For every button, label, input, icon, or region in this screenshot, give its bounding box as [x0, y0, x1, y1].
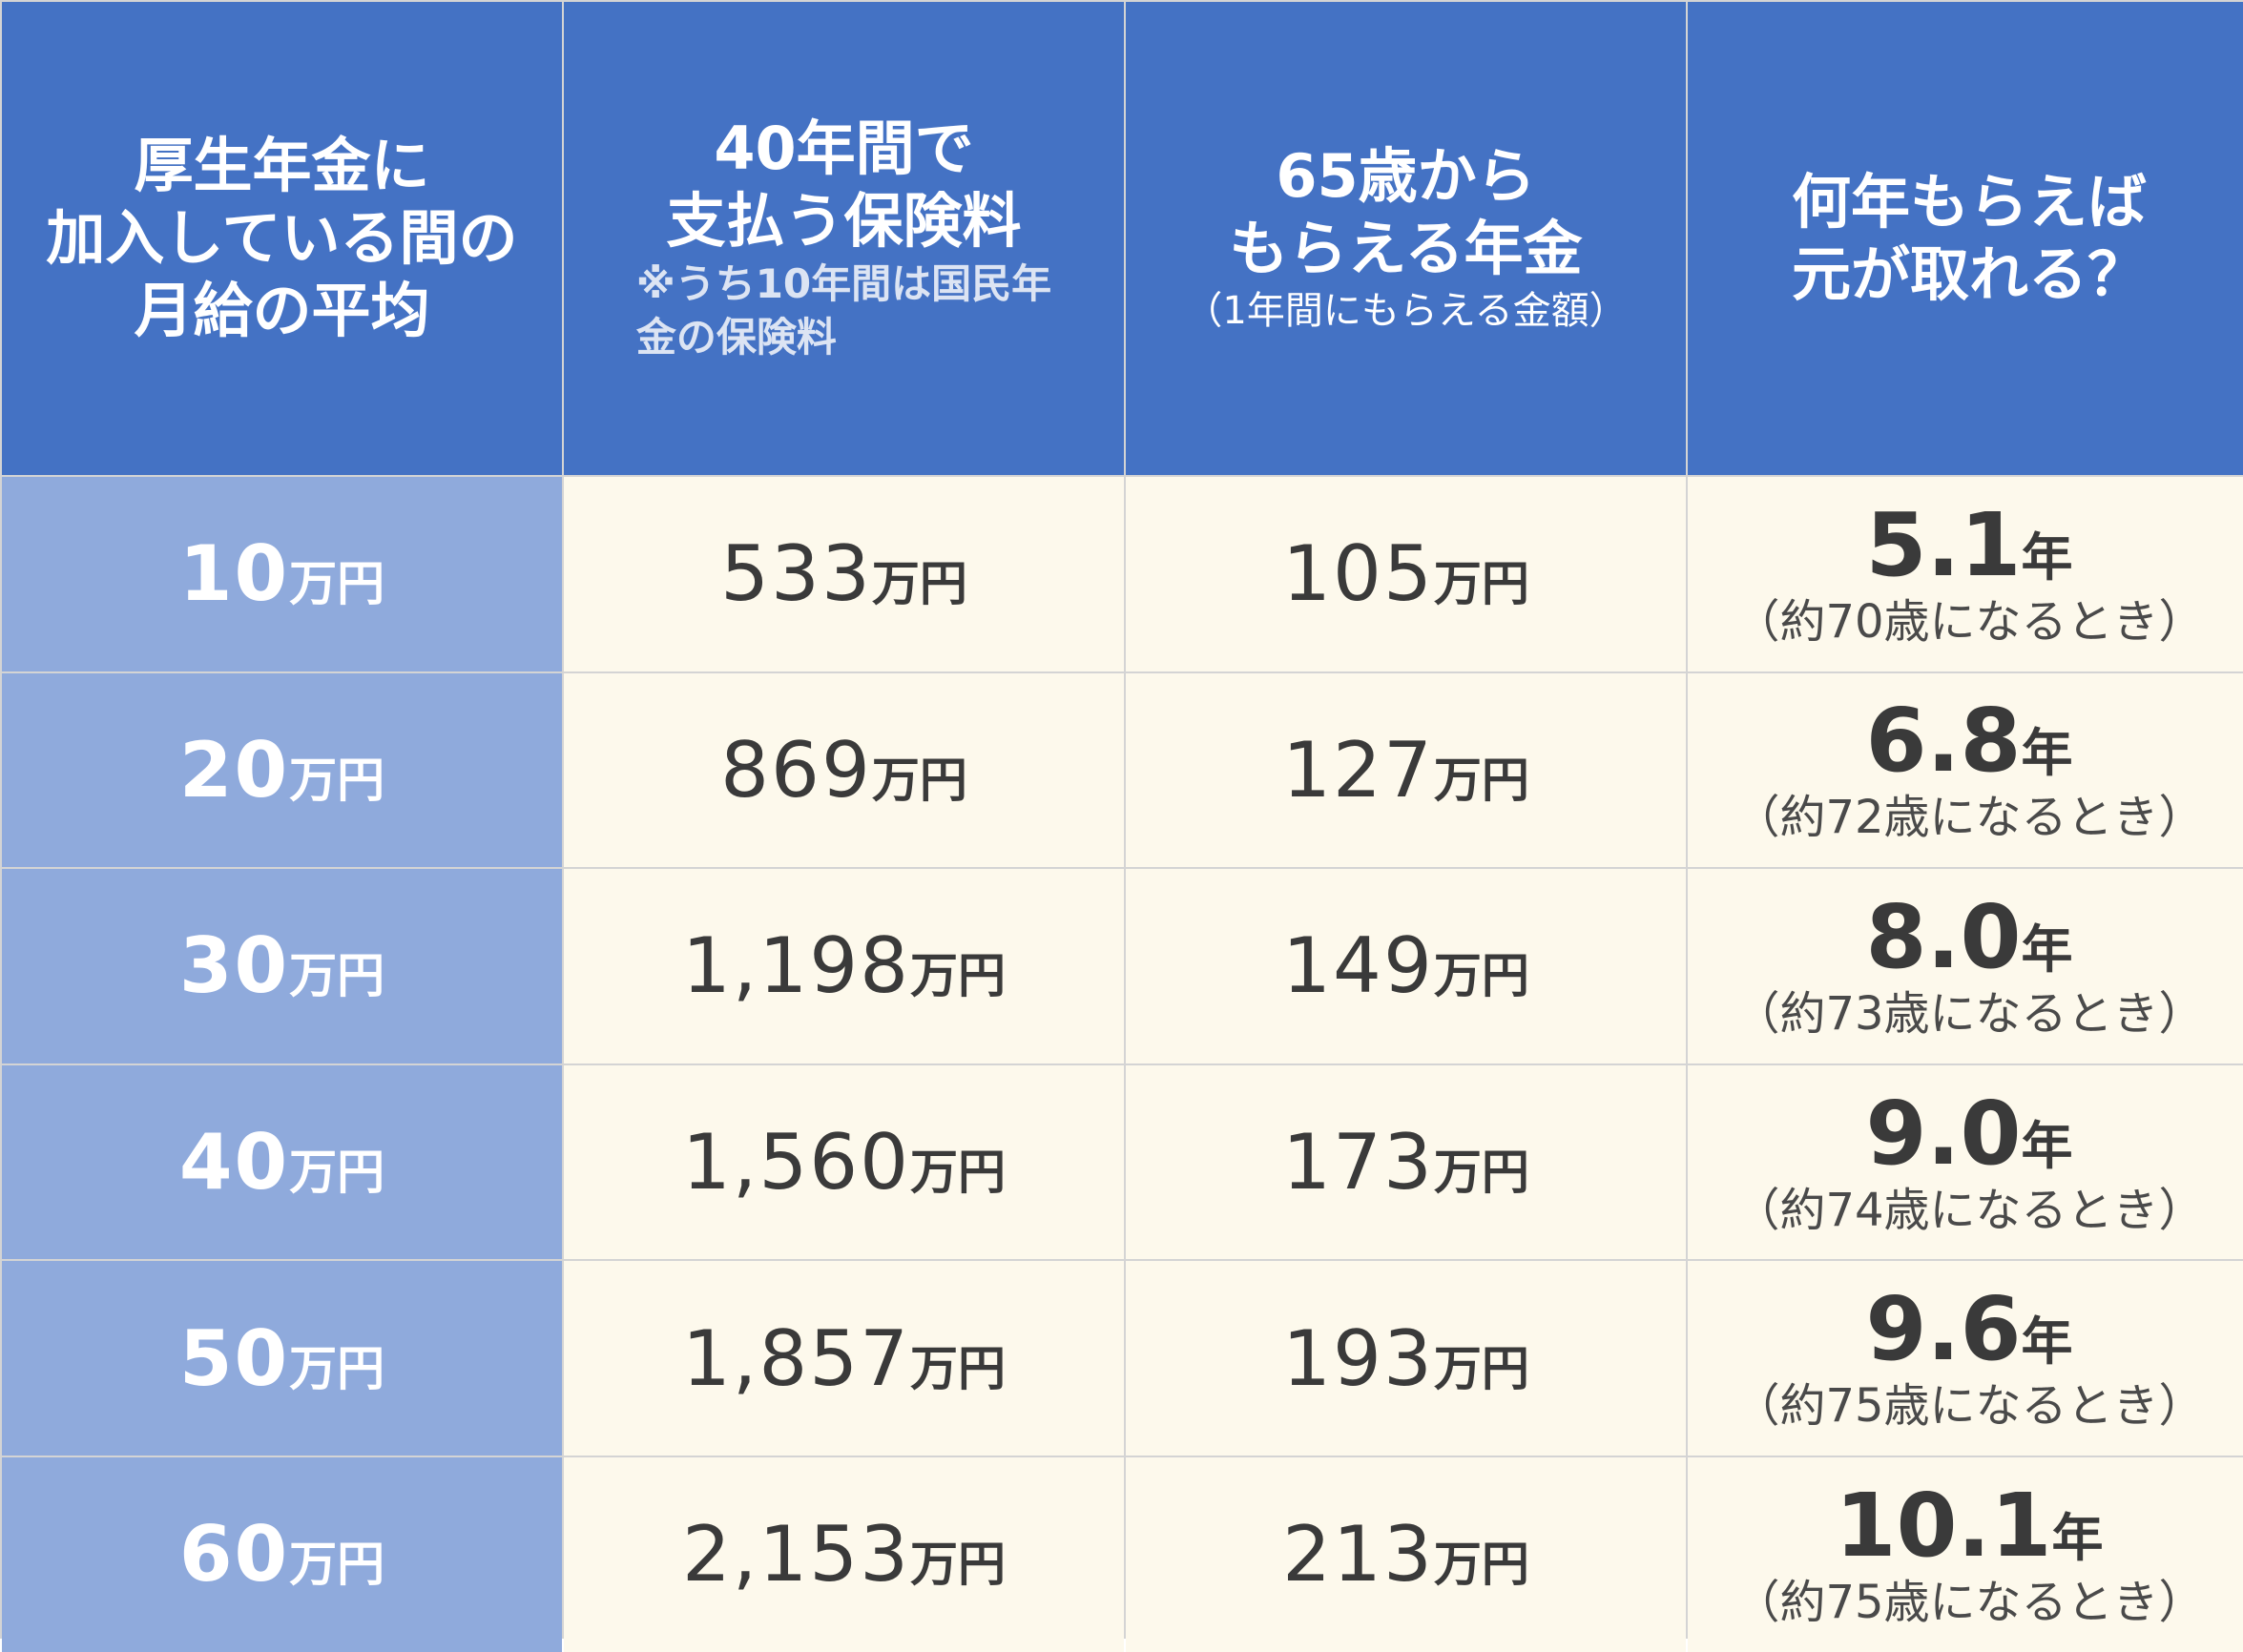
- salary-unit: 万円: [289, 948, 385, 1004]
- header-premium-note1: ※うち10年間は国民年: [635, 260, 1052, 307]
- premium-value: 1,560: [681, 1118, 911, 1208]
- breakeven-cell: 9.6年 （約75歳になるとき）: [1688, 1261, 2243, 1456]
- salary-value: 20: [178, 725, 290, 815]
- salary-cell: 30万円: [2, 869, 562, 1063]
- pension-cell: 127万円: [1126, 672, 1686, 868]
- breakeven-years: 6.8: [1865, 690, 2022, 793]
- header-pension-line2: もらえる年金: [1229, 214, 1583, 283]
- pension-value: 193: [1282, 1313, 1434, 1403]
- breakeven-cell: 5.1年 （約70歳になるとき）: [1688, 477, 2243, 671]
- pension-cell: 173万円: [1126, 1064, 1686, 1260]
- premium-unit: 万円: [871, 752, 967, 808]
- header-premium-line1: 40年間で: [714, 114, 974, 183]
- salary-cell: 10万円: [2, 477, 562, 671]
- salary-unit: 万円: [289, 1537, 385, 1593]
- premium-value: 533: [720, 529, 872, 619]
- salary-value: 30: [178, 921, 290, 1011]
- breakeven-age: （約75歳になるとき）: [1734, 1379, 2205, 1434]
- pension-unit: 万円: [1433, 1537, 1529, 1593]
- pension-unit: 万円: [1433, 948, 1529, 1004]
- header-breakeven: 何年もらえば 元が取れる？: [1688, 2, 2243, 475]
- salary-value: 50: [178, 1313, 290, 1403]
- breakeven-cell: 8.0年 （約73歳になるとき）: [1688, 869, 2243, 1063]
- salary-unit: 万円: [289, 752, 385, 808]
- breakeven-age: （約73歳になるとき）: [1734, 986, 2205, 1041]
- breakeven-age: （約75歳になるとき）: [1734, 1575, 2205, 1629]
- header-breakeven-line2: 元が取れる？: [1791, 239, 2147, 309]
- header-premium-note2: 金の保険料: [635, 314, 837, 361]
- premium-cell: 1,198万円: [564, 869, 1124, 1063]
- premium-cell: 1,560万円: [564, 1064, 1124, 1260]
- premium-unit: 万円: [910, 948, 1007, 1004]
- breakeven-unit: 年: [2021, 1115, 2073, 1176]
- header-premium-line2: 支払う保険料: [666, 186, 1022, 256]
- header-premium-block: 40年間で 支払う保険料 ※うち10年間は国民年 金の保険料: [598, 113, 1090, 364]
- salary-unit: 万円: [289, 1340, 385, 1396]
- breakeven-unit: 年: [2021, 723, 2073, 784]
- pension-value: 127: [1282, 725, 1434, 815]
- breakeven-unit: 年: [2021, 527, 2073, 588]
- header-pension-line1: 65歳から: [1276, 141, 1536, 211]
- pension-cell: 105万円: [1126, 477, 1686, 671]
- pension-value: 149: [1282, 921, 1434, 1011]
- pension-unit: 万円: [1433, 556, 1529, 612]
- header-pension: 65歳から もらえる年金 （1年間にもらえる金額）: [1126, 2, 1686, 475]
- premium-cell: 533万円: [564, 477, 1124, 671]
- premium-value: 2,153: [681, 1510, 911, 1600]
- premium-unit: 万円: [910, 1145, 1007, 1201]
- breakeven-age: （約74歳になるとき）: [1734, 1183, 2205, 1237]
- header-salary-line1: 厚生年金に: [134, 131, 430, 200]
- salary-unit: 万円: [289, 1145, 385, 1201]
- premium-unit: 万円: [910, 1537, 1007, 1593]
- breakeven-years: 9.0: [1865, 1082, 2022, 1185]
- breakeven-unit: 年: [2021, 919, 2073, 980]
- salary-cell: 40万円: [2, 1064, 562, 1260]
- premium-cell: 869万円: [564, 672, 1124, 868]
- pension-unit: 万円: [1433, 1340, 1529, 1396]
- pension-unit: 万円: [1433, 1145, 1529, 1201]
- pension-cell: 193万円: [1126, 1261, 1686, 1456]
- premium-value: 869: [720, 725, 872, 815]
- header-pension-sub: （1年間にもらえる金額）: [1184, 289, 1628, 333]
- salary-cell: 50万円: [2, 1261, 562, 1456]
- breakeven-years: 8.0: [1865, 885, 2022, 988]
- pension-value: 213: [1282, 1510, 1434, 1600]
- salary-cell: 60万円: [2, 1456, 562, 1652]
- premium-value: 1,198: [681, 921, 911, 1011]
- premium-cell: 2,153万円: [564, 1456, 1124, 1652]
- premium-unit: 万円: [871, 556, 967, 612]
- pension-cell: 149万円: [1126, 869, 1686, 1063]
- salary-value: 10: [178, 529, 290, 619]
- breakeven-age: （約72歳になるとき）: [1734, 791, 2205, 845]
- header-salary: 厚生年金に 加入している間の 月給の平均: [2, 2, 562, 475]
- pension-value: 105: [1282, 529, 1434, 619]
- header-salary-line3: 月給の平均: [134, 276, 430, 345]
- pension-unit: 万円: [1433, 752, 1529, 808]
- breakeven-years: 10.1: [1835, 1474, 2052, 1577]
- breakeven-years: 9.6: [1865, 1278, 2022, 1381]
- premium-cell: 1,857万円: [564, 1261, 1124, 1456]
- breakeven-age: （約70歳になるとき）: [1734, 594, 2205, 649]
- pension-value: 173: [1282, 1118, 1434, 1208]
- salary-unit: 万円: [289, 556, 385, 612]
- breakeven-cell: 10.1年 （約75歳になるとき）: [1688, 1456, 2243, 1652]
- breakeven-unit: 年: [2051, 1507, 2104, 1568]
- premium-unit: 万円: [910, 1340, 1007, 1396]
- salary-value: 60: [178, 1510, 290, 1600]
- salary-cell: 20万円: [2, 672, 562, 868]
- breakeven-cell: 9.0年 （約74歳になるとき）: [1688, 1064, 2243, 1260]
- breakeven-unit: 年: [2021, 1311, 2073, 1373]
- premium-value: 1,857: [681, 1313, 911, 1403]
- breakeven-cell: 6.8年 （約72歳になるとき）: [1688, 672, 2243, 868]
- header-premium: 40年間で 支払う保険料 ※うち10年間は国民年 金の保険料: [564, 2, 1124, 475]
- header-salary-line2: 加入している間の: [46, 203, 518, 273]
- breakeven-years: 5.1: [1865, 493, 2022, 596]
- header-breakeven-line1: 何年もらえば: [1791, 167, 2147, 237]
- pension-cell: 213万円: [1126, 1456, 1686, 1652]
- salary-value: 40: [178, 1118, 290, 1208]
